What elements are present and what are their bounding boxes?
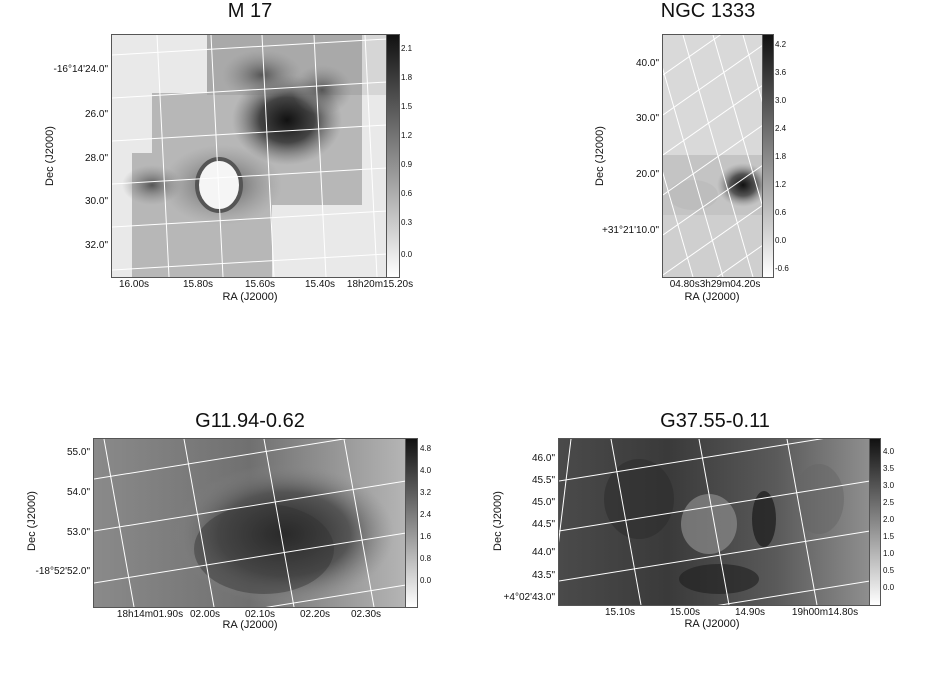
x-tick-label: 15.10s — [604, 607, 636, 618]
colorbar-tick: 3.0 — [883, 481, 895, 490]
colorbar-tick: 0.0 — [883, 583, 895, 592]
map-image — [662, 34, 764, 278]
colorbar-tick: 4.2 — [775, 40, 787, 49]
y-tick-label: 30.0" — [84, 196, 108, 207]
y-tick-label: 44.5" — [531, 519, 555, 530]
colorbar — [386, 34, 400, 278]
panel-title: G37.55-0.11 — [660, 410, 770, 432]
x-tick-label: 19h00m14.80s — [791, 607, 859, 618]
panel-title: M 17 — [227, 0, 273, 22]
colorbar-tick: 2.4 — [420, 510, 432, 519]
x-tick-label: 02.10s — [244, 609, 276, 620]
colorbar-tick: 4.0 — [420, 466, 432, 475]
y-tick-label: +31°21'10.0" — [601, 225, 659, 236]
g37-map — [559, 439, 870, 605]
y-tick-label: 26.0" — [84, 109, 108, 120]
x-tick-label: 15.80s — [182, 279, 214, 290]
colorbar-tick: 0.6 — [775, 208, 787, 217]
colorbar-tick: 3.0 — [775, 96, 787, 105]
colorbar-tick: 1.2 — [775, 180, 787, 189]
g11-map — [94, 439, 406, 607]
x-tick-label: 04.80s3h29m04.20s — [669, 279, 761, 290]
map-image — [93, 438, 407, 608]
y-tick-label: 20.0" — [635, 169, 659, 180]
colorbar-tick: 2.5 — [883, 498, 895, 507]
y-tick-label: 53.0" — [66, 527, 90, 538]
y-axis-title: Dec (J2000) — [44, 126, 56, 186]
y-axis-title: Dec (J2000) — [492, 491, 504, 551]
colorbar-tick: -0.6 — [775, 264, 789, 273]
x-tick-label: 18h14m01.90s — [116, 609, 184, 620]
x-tick-label: 18h20m15.20s — [346, 279, 414, 290]
colorbar-tick: 1.5 — [883, 532, 895, 541]
ngc1333-map — [663, 35, 763, 277]
x-tick-label: 14.90s — [734, 607, 766, 618]
x-tick-label: 02.30s — [350, 609, 382, 620]
map-image — [111, 34, 388, 278]
colorbar-tick: 4.0 — [883, 447, 895, 456]
y-tick-label: 45.5" — [531, 475, 555, 486]
x-tick-label: 15.60s — [244, 279, 276, 290]
colorbar-tick: 3.2 — [420, 488, 432, 497]
x-tick-label: 16.00s — [118, 279, 150, 290]
x-tick-label: 15.00s — [669, 607, 701, 618]
x-axis-title: RA (J2000) — [222, 619, 278, 631]
colorbar-tick: 0.9 — [401, 160, 413, 169]
y-tick-label: 44.0" — [531, 547, 555, 558]
colorbar-tick: 0.8 — [420, 554, 432, 563]
y-tick-label: -16°14'24.0" — [53, 64, 109, 75]
colorbar-tick: 2.0 — [883, 515, 895, 524]
colorbar-tick: 3.5 — [883, 464, 895, 473]
y-axis-title: Dec (J2000) — [594, 126, 606, 186]
colorbar-tick: 0.0 — [775, 236, 787, 245]
y-tick-label: 54.0" — [66, 487, 90, 498]
colorbar-tick: 2.1 — [401, 44, 413, 53]
x-axis-title: RA (J2000) — [222, 291, 278, 303]
x-axis-title: RA (J2000) — [684, 618, 740, 630]
m17-map — [112, 35, 387, 277]
colorbar-tick: 1.8 — [401, 73, 413, 82]
colorbar-tick: 1.2 — [401, 131, 413, 140]
x-axis-title: RA (J2000) — [684, 291, 740, 303]
panel-title: NGC 1333 — [660, 0, 756, 22]
y-tick-label: 55.0" — [66, 447, 90, 458]
colorbar-tick: 1.0 — [883, 549, 895, 558]
y-tick-label: 43.5" — [531, 570, 555, 581]
colorbar — [405, 438, 418, 608]
y-tick-label: 32.0" — [84, 240, 108, 251]
colorbar-tick: 2.4 — [775, 124, 787, 133]
colorbar-tick: 3.6 — [775, 68, 787, 77]
y-tick-label: 28.0" — [84, 153, 108, 164]
x-tick-label: 15.40s — [304, 279, 336, 290]
colorbar-tick: 1.6 — [420, 532, 432, 541]
y-tick-label: 46.0" — [531, 453, 555, 464]
y-tick-label: 45.0" — [531, 497, 555, 508]
y-tick-label: 30.0" — [635, 113, 659, 124]
colorbar-tick: 0.5 — [883, 566, 895, 575]
y-tick-label: +4°02'43.0" — [503, 592, 555, 603]
colorbar — [869, 438, 881, 606]
colorbar-tick: 1.8 — [775, 152, 787, 161]
colorbar-tick: 1.5 — [401, 102, 413, 111]
panel-title: G11.94-0.62 — [195, 410, 305, 432]
map-image — [558, 438, 871, 606]
y-tick-label: -18°52'52.0" — [35, 566, 91, 577]
x-tick-label: 02.00s — [189, 609, 221, 620]
colorbar-tick: 0.0 — [420, 576, 432, 585]
colorbar-tick: 0.6 — [401, 189, 413, 198]
colorbar-tick: 4.8 — [420, 444, 432, 453]
x-tick-label: 02.20s — [299, 609, 331, 620]
colorbar — [762, 34, 774, 278]
y-axis-title: Dec (J2000) — [26, 491, 38, 551]
colorbar-tick: 0.0 — [401, 250, 413, 259]
colorbar-tick: 0.3 — [401, 218, 413, 227]
y-tick-label: 40.0" — [635, 58, 659, 69]
